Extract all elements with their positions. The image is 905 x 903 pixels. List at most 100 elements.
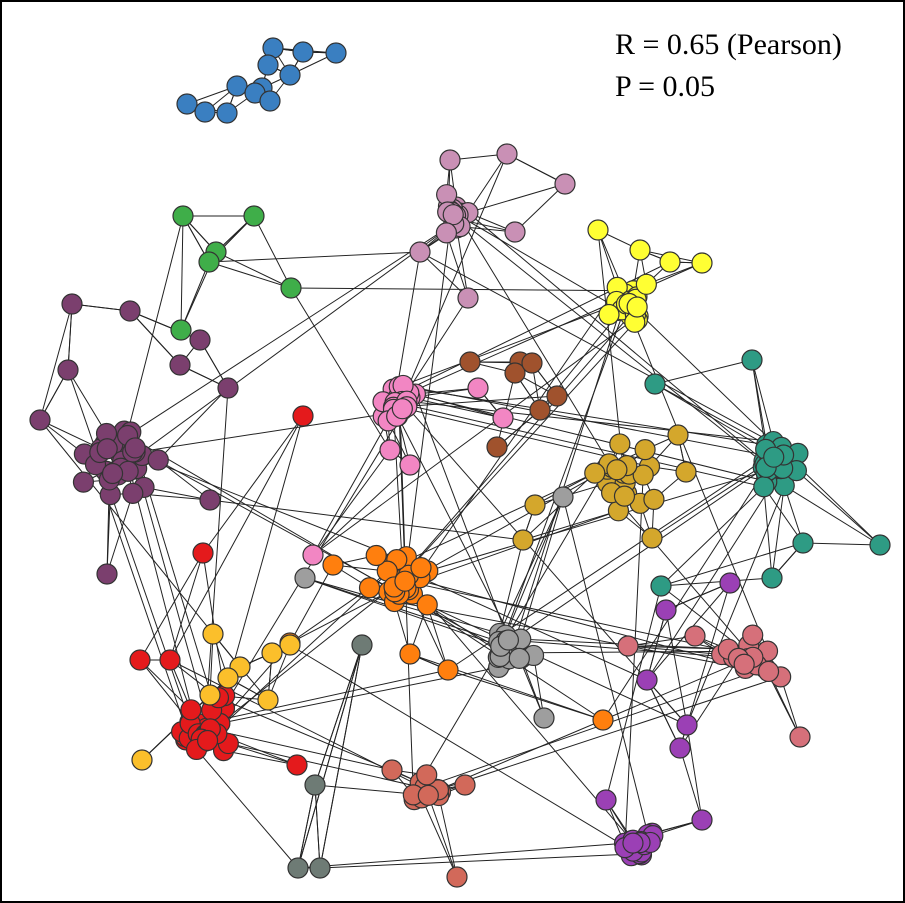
edge: [646, 468, 784, 681]
edge: [654, 359, 753, 385]
node: [409, 241, 431, 263]
node: [454, 774, 476, 796]
node: [29, 409, 51, 431]
edge: [289, 587, 370, 644]
node: [869, 534, 891, 556]
node: [584, 462, 606, 484]
edge: [392, 296, 638, 390]
node: [280, 277, 302, 299]
node: [554, 173, 576, 195]
node: [119, 300, 141, 322]
edge: [319, 644, 363, 869]
node: [655, 599, 677, 621]
edge: [314, 784, 321, 869]
node: [417, 784, 439, 806]
node: [410, 557, 432, 579]
edge: [427, 795, 458, 878]
edge: [129, 310, 181, 366]
edge: [499, 496, 564, 634]
node: [629, 239, 651, 261]
edge: [625, 301, 768, 652]
node: [650, 575, 672, 597]
edge: [206, 727, 393, 771]
node: [416, 594, 438, 616]
node: [789, 726, 811, 748]
node: [131, 749, 153, 771]
node: [675, 461, 697, 483]
node: [504, 221, 526, 243]
edge: [399, 386, 767, 446]
node: [667, 424, 689, 446]
edge: [660, 577, 773, 587]
node: [292, 405, 314, 427]
edge: [200, 669, 449, 725]
node: [595, 789, 617, 811]
edge: [763, 486, 773, 579]
node: [358, 577, 381, 599]
node: [257, 54, 279, 76]
node: [379, 439, 401, 461]
edge: [397, 415, 522, 659]
edge: [427, 604, 688, 726]
edge: [438, 795, 458, 878]
edge: [223, 750, 298, 766]
edge: [67, 303, 73, 371]
edge: [404, 212, 453, 582]
edge: [312, 420, 389, 556]
node: [243, 205, 265, 227]
node: [61, 293, 83, 315]
edge: [143, 486, 211, 501]
node: [196, 729, 219, 752]
nodes: [29, 37, 891, 888]
node: [497, 629, 519, 651]
edge: [506, 153, 566, 185]
node: [287, 857, 309, 879]
edge: [122, 215, 184, 450]
edge: [116, 223, 455, 472]
node: [763, 446, 785, 468]
node: [122, 482, 144, 504]
edge: [169, 415, 304, 661]
node: [587, 219, 609, 241]
edge: [289, 564, 334, 644]
node: [669, 737, 691, 759]
node: [632, 464, 654, 486]
node: [437, 659, 459, 681]
node: [521, 352, 543, 374]
node: [189, 329, 211, 351]
edge: [312, 464, 411, 556]
node: [524, 494, 546, 516]
edge: [39, 303, 73, 421]
edge: [783, 485, 881, 546]
node: [676, 714, 698, 736]
edge: [751, 359, 774, 442]
edge: [312, 315, 639, 556]
node: [365, 544, 387, 567]
node: [202, 623, 224, 645]
node: [636, 669, 658, 691]
edge: [751, 359, 767, 450]
node: [634, 439, 656, 461]
edge: [605, 585, 662, 801]
edge: [393, 395, 558, 408]
node: [416, 764, 438, 786]
edge: [424, 667, 766, 788]
node: [613, 485, 636, 507]
node: [101, 462, 124, 485]
edge: [297, 842, 625, 869]
node: [259, 90, 281, 112]
edge: [627, 645, 722, 656]
node: [761, 567, 783, 589]
node: [216, 102, 238, 124]
edge: [314, 644, 363, 786]
edge: [499, 539, 524, 634]
node: [279, 634, 301, 656]
edge: [679, 747, 703, 821]
node: [641, 527, 663, 549]
edge: [802, 542, 881, 546]
edge: [312, 449, 391, 556]
node: [169, 354, 191, 376]
edge: [106, 223, 455, 450]
node: [194, 101, 216, 123]
node: [351, 634, 373, 656]
